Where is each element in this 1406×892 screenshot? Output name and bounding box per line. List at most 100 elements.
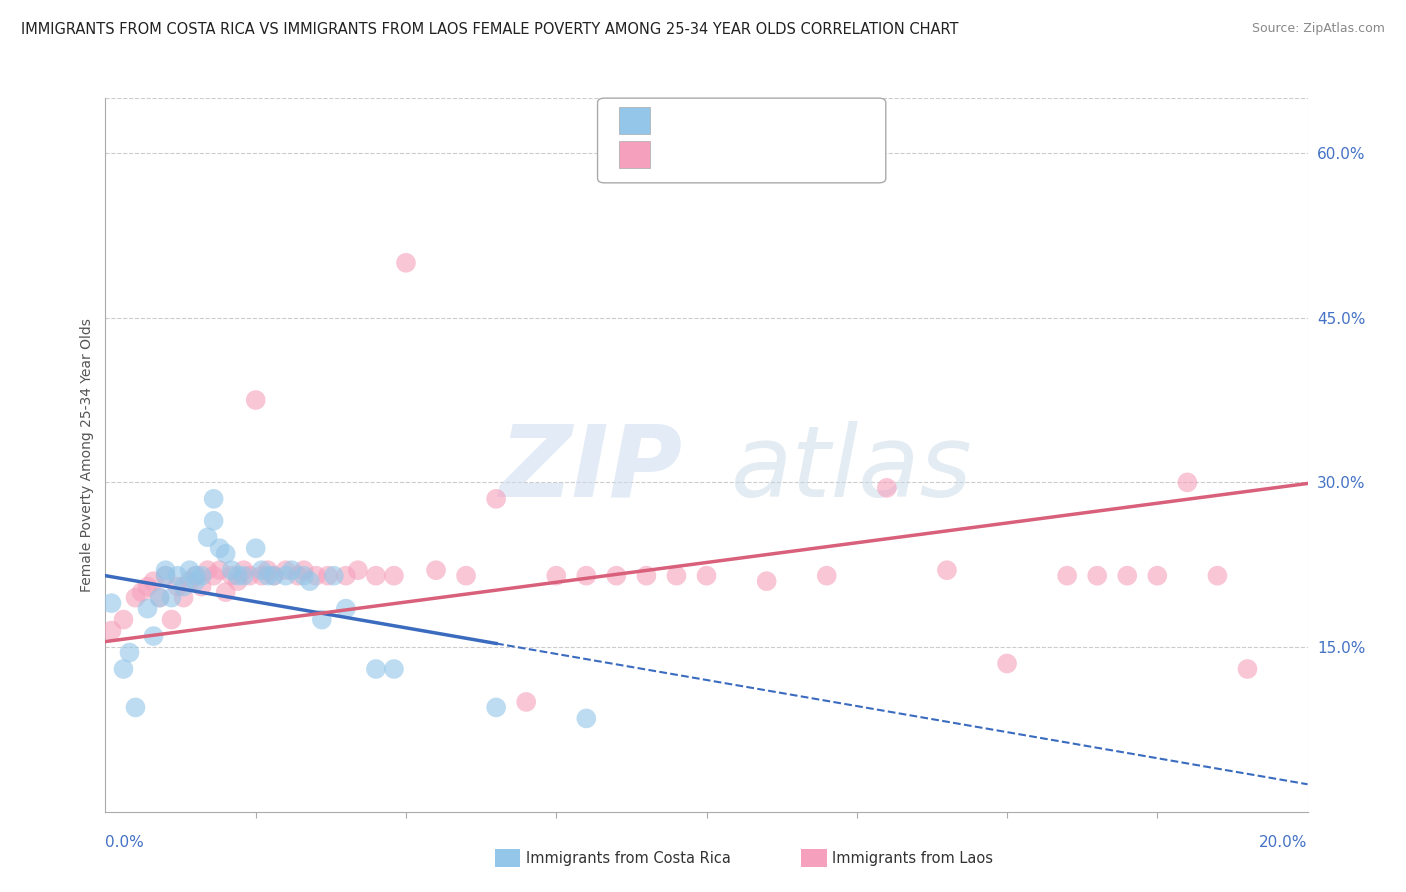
Point bbox=[322, 568, 344, 582]
Point bbox=[202, 568, 225, 582]
Point bbox=[636, 568, 658, 582]
Point bbox=[179, 563, 201, 577]
Point bbox=[263, 568, 285, 582]
Point bbox=[160, 613, 183, 627]
Point bbox=[1056, 568, 1078, 582]
Point bbox=[136, 580, 159, 594]
Point bbox=[395, 256, 418, 270]
Point bbox=[232, 563, 254, 577]
Point bbox=[184, 568, 207, 582]
Point bbox=[382, 568, 405, 582]
Point bbox=[184, 574, 207, 589]
Point bbox=[311, 613, 333, 627]
Text: R =: R = bbox=[658, 149, 693, 163]
Point bbox=[364, 662, 387, 676]
Point bbox=[1116, 568, 1139, 582]
Point bbox=[190, 568, 212, 582]
Point bbox=[364, 568, 387, 582]
Point bbox=[546, 568, 568, 582]
Point bbox=[226, 574, 249, 589]
Point bbox=[124, 591, 146, 605]
Point bbox=[166, 568, 188, 582]
Point bbox=[166, 580, 188, 594]
Point bbox=[197, 563, 219, 577]
Point bbox=[995, 657, 1018, 671]
Point bbox=[112, 613, 135, 627]
Point bbox=[208, 541, 231, 556]
Point bbox=[281, 563, 304, 577]
Text: 0.0%: 0.0% bbox=[105, 836, 145, 850]
Point bbox=[815, 568, 838, 582]
Point bbox=[190, 580, 212, 594]
Point bbox=[305, 568, 328, 582]
Point bbox=[515, 695, 537, 709]
Point bbox=[1206, 568, 1229, 582]
Point bbox=[1085, 568, 1108, 582]
Point bbox=[155, 563, 177, 577]
Point bbox=[118, 646, 141, 660]
Point bbox=[755, 574, 778, 589]
Point bbox=[665, 568, 688, 582]
Point bbox=[112, 662, 135, 676]
Point bbox=[335, 601, 357, 615]
Point bbox=[148, 591, 170, 605]
Point bbox=[124, 700, 146, 714]
Point bbox=[131, 585, 153, 599]
Point bbox=[245, 541, 267, 556]
Point bbox=[485, 700, 508, 714]
Point bbox=[287, 568, 309, 582]
Text: ZIP: ZIP bbox=[499, 421, 682, 517]
Point bbox=[1236, 662, 1258, 676]
Text: -0.108: -0.108 bbox=[697, 115, 755, 129]
Y-axis label: Female Poverty Among 25-34 Year Olds: Female Poverty Among 25-34 Year Olds bbox=[80, 318, 94, 592]
Point bbox=[298, 574, 321, 589]
Point bbox=[226, 568, 249, 582]
Text: IMMIGRANTS FROM COSTA RICA VS IMMIGRANTS FROM LAOS FEMALE POVERTY AMONG 25-34 YE: IMMIGRANTS FROM COSTA RICA VS IMMIGRANTS… bbox=[21, 22, 959, 37]
Point bbox=[214, 585, 236, 599]
Point bbox=[256, 568, 278, 582]
Point bbox=[425, 563, 447, 577]
Text: Immigrants from Laos: Immigrants from Laos bbox=[832, 851, 994, 865]
Point bbox=[274, 563, 297, 577]
Text: N = 39: N = 39 bbox=[770, 115, 831, 129]
Point bbox=[696, 568, 718, 582]
Point bbox=[179, 574, 201, 589]
Point bbox=[208, 563, 231, 577]
Point bbox=[936, 563, 959, 577]
Text: R =: R = bbox=[658, 115, 693, 129]
Point bbox=[605, 568, 627, 582]
Point bbox=[142, 629, 165, 643]
Point bbox=[221, 563, 243, 577]
Point bbox=[160, 591, 183, 605]
Point bbox=[316, 568, 339, 582]
Text: atlas: atlas bbox=[731, 421, 972, 517]
Point bbox=[292, 563, 315, 577]
Point bbox=[136, 601, 159, 615]
Point bbox=[100, 624, 122, 638]
Point bbox=[221, 568, 243, 582]
Point bbox=[155, 568, 177, 582]
Text: Source: ZipAtlas.com: Source: ZipAtlas.com bbox=[1251, 22, 1385, 36]
Point bbox=[173, 591, 195, 605]
Text: N = 58: N = 58 bbox=[770, 149, 831, 163]
Point bbox=[335, 568, 357, 582]
Text: Immigrants from Costa Rica: Immigrants from Costa Rica bbox=[526, 851, 731, 865]
Point bbox=[292, 568, 315, 582]
Point bbox=[202, 514, 225, 528]
Point bbox=[876, 481, 898, 495]
Point bbox=[575, 711, 598, 725]
Point bbox=[155, 568, 177, 582]
Point bbox=[197, 530, 219, 544]
Point bbox=[263, 568, 285, 582]
Point bbox=[202, 491, 225, 506]
Point bbox=[142, 574, 165, 589]
Point bbox=[214, 547, 236, 561]
Point bbox=[184, 568, 207, 582]
Point bbox=[347, 563, 370, 577]
Point bbox=[239, 568, 262, 582]
Point bbox=[245, 392, 267, 407]
Point bbox=[232, 568, 254, 582]
Point bbox=[382, 662, 405, 676]
Text: 20.0%: 20.0% bbox=[1260, 836, 1308, 850]
Point bbox=[100, 596, 122, 610]
